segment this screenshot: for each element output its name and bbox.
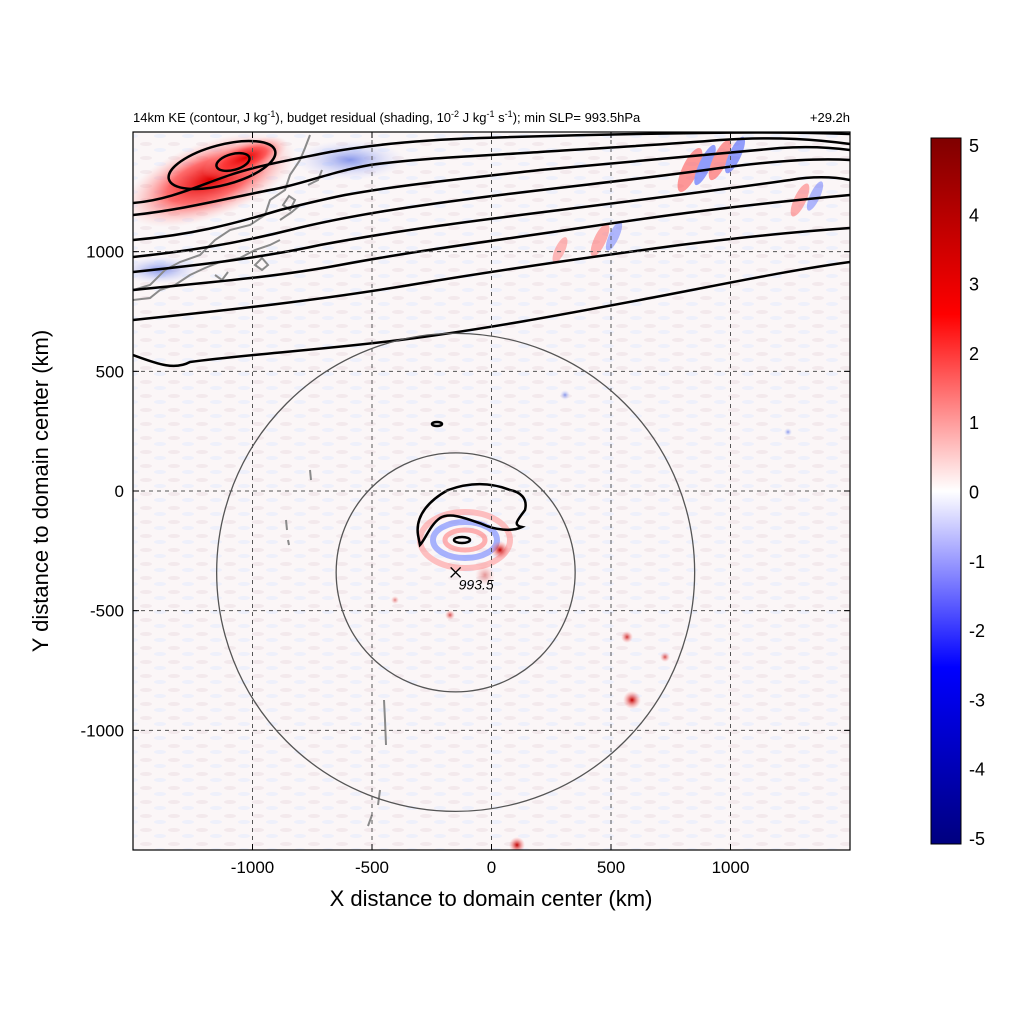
plot-area: 993.5 -1000 -500 0 500 1000 -1000 -500 0 500 100… bbox=[81, 131, 851, 877]
y-tick-label: -500 bbox=[90, 602, 124, 621]
x-tick-label: 500 bbox=[597, 858, 625, 877]
colorbar-ticks: 5 4 3 2 1 0 -1 -2 -3 -4 -5 bbox=[969, 136, 985, 849]
storm-center: 993.5 bbox=[450, 566, 494, 592]
y-tick-label: 0 bbox=[115, 482, 124, 501]
colorbar-tick-label: -5 bbox=[969, 829, 985, 849]
colorbar-tick-label: -4 bbox=[969, 760, 985, 780]
colorbar-tick-label: 5 bbox=[969, 136, 979, 156]
x-tick-label: 1000 bbox=[712, 858, 750, 877]
x-tick-label: -1000 bbox=[231, 858, 274, 877]
y-axis-ticks: -1000 -500 0 500 1000 bbox=[81, 243, 850, 740]
x-tick-label: -500 bbox=[355, 858, 389, 877]
colorbar-gradient bbox=[930, 137, 962, 845]
chart-title-right: +29.2h bbox=[810, 110, 850, 125]
x-tick-label: 0 bbox=[487, 858, 496, 877]
y-tick-label: 1000 bbox=[86, 243, 124, 262]
residual-convective-dots bbox=[391, 390, 792, 850]
y-tick-label: 500 bbox=[96, 362, 124, 381]
colorbar-tick-label: -2 bbox=[969, 621, 985, 641]
x-axis-ticks: -1000 -500 0 500 1000 bbox=[231, 132, 750, 877]
colorbar-tick-label: 4 bbox=[969, 205, 979, 225]
x-axis-label: X distance to domain center (km) bbox=[330, 886, 653, 911]
shading-layer bbox=[133, 132, 850, 850]
range-ring-1000km bbox=[215, 332, 696, 813]
storm-center-marker bbox=[450, 566, 462, 578]
y-axis-label: Y distance to domain center (km) bbox=[28, 330, 53, 652]
colorbar-tick-label: 0 bbox=[969, 483, 979, 503]
ke-contours bbox=[133, 132, 850, 548]
colorbar-tick-label: 3 bbox=[969, 275, 979, 295]
range-ring-500km bbox=[335, 452, 576, 693]
colorbar-tick-label: -1 bbox=[969, 552, 985, 572]
min-slp-label: 993.5 bbox=[459, 576, 494, 592]
colorbar: 5 4 3 2 1 0 -1 -2 -3 -4 -5 bbox=[930, 136, 985, 849]
y-tick-label: -1000 bbox=[81, 721, 124, 740]
residual-shading-negative bbox=[295, 140, 405, 180]
residual-shading-jet-core bbox=[202, 136, 288, 180]
range-rings bbox=[215, 332, 696, 813]
colorbar-tick-label: 2 bbox=[969, 344, 979, 364]
chart-title-left: 14km KE (contour, J kg-1), budget residu… bbox=[133, 109, 641, 125]
colorbar-tick-label: -3 bbox=[969, 690, 985, 710]
colorbar-tick-label: 1 bbox=[969, 413, 979, 433]
